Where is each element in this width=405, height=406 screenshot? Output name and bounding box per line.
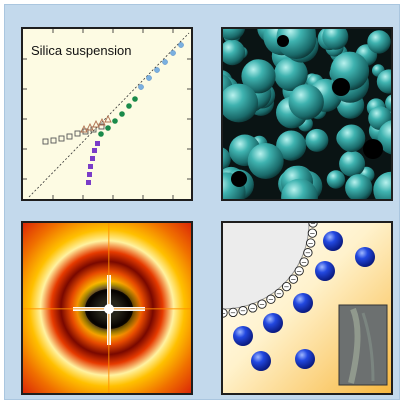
- charge-sign: −: [276, 290, 282, 298]
- sphere: [281, 178, 318, 199]
- panel-title: Silica suspension: [31, 43, 132, 58]
- charged-bead: [223, 308, 228, 318]
- sphere: [241, 59, 276, 94]
- sphere: [326, 170, 346, 189]
- blue-circle-markers: [138, 42, 184, 90]
- charged-bead: [307, 228, 318, 238]
- figure-frame: Silica suspension: [4, 4, 400, 400]
- blue-particles: [233, 231, 375, 371]
- scattering-pattern: [23, 223, 191, 393]
- sphere-cluster: [223, 29, 391, 199]
- sphere: [223, 147, 231, 171]
- charge-sign: −: [305, 249, 311, 257]
- silica-plot: [23, 29, 191, 199]
- sphere: [223, 39, 246, 66]
- sphere: [367, 30, 391, 54]
- sphere: [337, 124, 366, 153]
- sphere-packing-render: [223, 29, 391, 199]
- sphere-packing-panel: [221, 27, 393, 201]
- charged-bead-chain: −−−−−−−−−−−−−−−: [223, 223, 318, 318]
- charge-sign: −: [309, 230, 315, 238]
- charge-sign: −: [310, 223, 316, 228]
- sphere: [305, 128, 329, 152]
- charged-bead: [228, 307, 238, 318]
- axis-ticks: [23, 29, 191, 199]
- charged-bead: [299, 257, 309, 267]
- sphere: [223, 29, 246, 41]
- triangle-markers: [80, 114, 112, 133]
- sphere: [376, 69, 391, 94]
- charge-sign: −: [268, 296, 274, 304]
- charged-bead: [281, 281, 292, 292]
- micrograph-inset: [338, 304, 388, 386]
- charged-bead: [248, 303, 258, 313]
- sphere: [385, 94, 391, 112]
- charge-sign: −: [259, 301, 265, 309]
- scattering-pattern-panel: [21, 221, 193, 395]
- charge-sign: −: [296, 267, 302, 275]
- charge-sign: −: [223, 310, 226, 318]
- sphere: [274, 57, 308, 92]
- void: [277, 35, 289, 47]
- charge-sign: −: [240, 307, 246, 315]
- charged-bead: [303, 248, 313, 258]
- sphere: [339, 150, 366, 177]
- sphere: [373, 171, 391, 199]
- charge-sign: −: [230, 309, 236, 317]
- sphere: [223, 83, 259, 123]
- void: [231, 171, 247, 187]
- charged-bead: [266, 294, 276, 304]
- purple-square-markers: [86, 141, 100, 185]
- silica-plot-panel: Silica suspension: [21, 27, 193, 201]
- charged-bead: [288, 274, 299, 284]
- sphere: [322, 29, 349, 50]
- sphere: [288, 84, 324, 120]
- charged-bead: [238, 306, 248, 316]
- sphere: [276, 130, 307, 161]
- charge-sign: −: [308, 240, 314, 248]
- charged-bead: [274, 288, 284, 299]
- charged-bead: [308, 223, 318, 228]
- charge-sign: −: [284, 283, 290, 291]
- interface-schematic: −−−−−−−−−−−−−−−: [223, 223, 391, 393]
- sphere: [345, 174, 373, 199]
- charge-sign: −: [290, 276, 296, 284]
- charge-sign: −: [301, 259, 307, 267]
- interface-schematic-panel: −−−−−−−−−−−−−−−: [221, 221, 393, 395]
- charged-bead: [257, 299, 267, 309]
- void: [332, 78, 350, 96]
- green-circle-markers: [98, 96, 138, 137]
- sphere: [247, 143, 284, 179]
- charge-sign: −: [250, 304, 256, 312]
- void: [363, 139, 383, 159]
- charged-bead: [294, 266, 304, 276]
- charged-bead: [306, 238, 316, 248]
